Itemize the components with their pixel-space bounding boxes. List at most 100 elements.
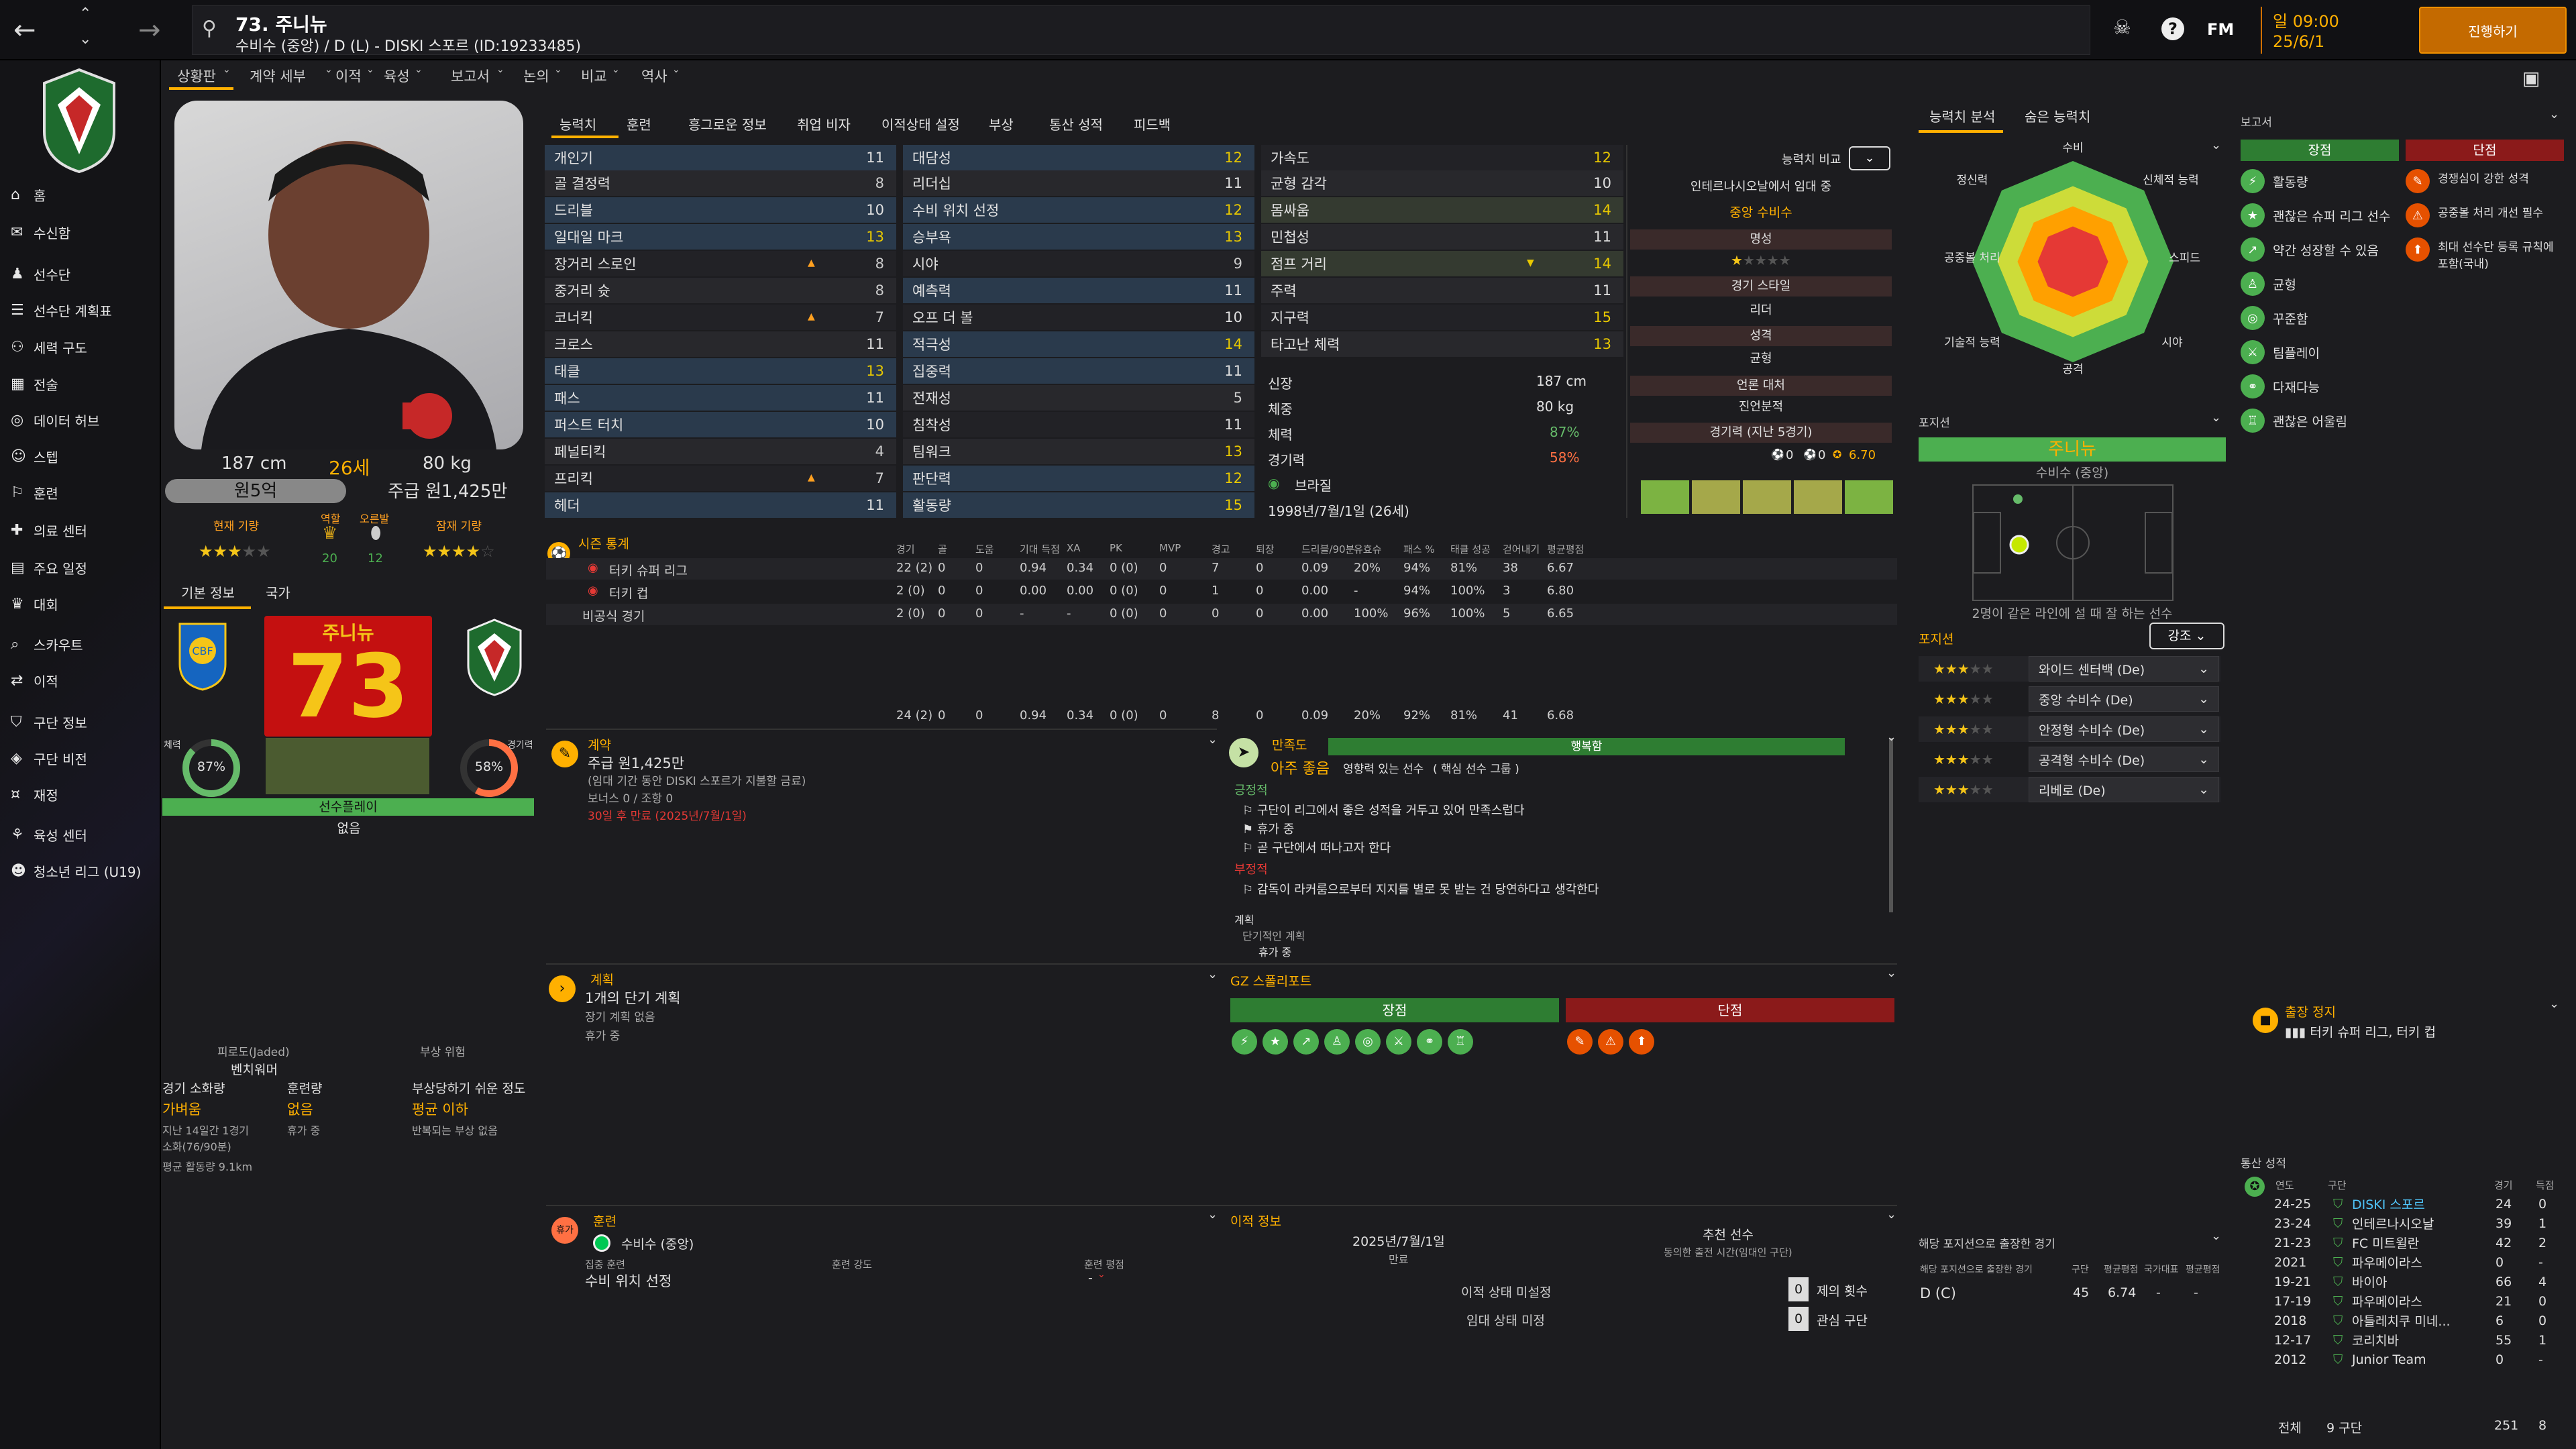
history-row[interactable]: 12-17 ⛉ 코리치바 55 1 — [2241, 1330, 2556, 1350]
sidebar-item-18[interactable]: ☻ 청소년 리그 (U19) — [0, 854, 160, 888]
sidebar-item-17[interactable]: ⚘ 육성 센터 — [0, 818, 160, 851]
subnav-0[interactable]: 상황판 — [177, 68, 216, 85]
subnav-4[interactable]: 보고서 — [451, 68, 490, 85]
sidebar-item-10[interactable]: ▤ 주요 일정 — [0, 551, 160, 584]
main-tab-0[interactable]: 능력치 — [559, 117, 597, 133]
attr-row[interactable]: 팀워크 13 — [903, 439, 1254, 464]
history-row[interactable]: 23-24 ⛉ 인테르나시오날 39 1 — [2241, 1214, 2556, 1233]
attr-row[interactable]: 리더십 11 — [903, 170, 1254, 196]
season-row[interactable] — [546, 558, 1897, 580]
continue-button[interactable]: 진행하기 — [2419, 7, 2567, 54]
attr-row[interactable]: 침착성 11 — [903, 412, 1254, 437]
subnav-2[interactable]: 이적 — [335, 68, 362, 85]
season-row[interactable] — [546, 604, 1897, 625]
attr-row[interactable]: 판단력 12 — [903, 466, 1254, 491]
forward-arrow-icon[interactable]: → — [138, 15, 161, 46]
attr-row[interactable]: 오프 더 볼 10 — [903, 305, 1254, 330]
attr-row[interactable]: 중거리 슛 8 — [545, 278, 896, 303]
sidebar-item-14[interactable]: ⛉ 구단 정보 — [0, 705, 160, 739]
history-row[interactable]: 17-19 ⛉ 파우메이라스 21 0 — [2241, 1291, 2556, 1311]
role-select[interactable]: 안정형 수비수 (De) ⌄ — [2029, 716, 2219, 742]
date-time[interactable]: 일 09:00 — [2273, 12, 2339, 31]
attr-row[interactable]: 개인기 11 — [545, 145, 896, 170]
club-badge[interactable] — [39, 67, 119, 174]
sidebar-item-8[interactable]: ⚐ 훈련 — [0, 476, 160, 509]
compare-dropdown[interactable]: ⌄ — [1849, 146, 1890, 170]
attr-row[interactable]: 프리킥 7 — [545, 466, 896, 491]
sidebar-item-6[interactable]: ◎ 데이터 허브 — [0, 403, 160, 437]
roles-button[interactable]: 강조 ⌄ — [2149, 623, 2224, 649]
suspension-chevron-icon[interactable]: ⌄ — [2549, 997, 2560, 1011]
subnav-7[interactable]: 역사 — [641, 68, 667, 85]
history-row[interactable]: 2012 ⛉ Junior Team 0 - — [2241, 1350, 2556, 1369]
attr-row[interactable]: 가속도 12 — [1261, 145, 1623, 170]
sidebar-item-9[interactable]: ✚ 의료 센터 — [0, 513, 160, 547]
position-chevron-icon[interactable]: ⌄ — [2211, 411, 2222, 425]
happiness-scrollbar[interactable] — [1889, 738, 1893, 912]
attr-row[interactable]: 적극성 14 — [903, 331, 1254, 357]
attr-row[interactable]: 패스 11 — [545, 385, 896, 411]
attr-row[interactable]: 점프 거리 14 — [1261, 251, 1623, 276]
gz-title[interactable]: GZ 스폴리포트 — [1230, 974, 1312, 989]
main-tab-1[interactable]: 훈련 — [627, 117, 651, 133]
attr-row[interactable]: 승부욕 13 — [903, 224, 1254, 250]
gz-chevron-icon[interactable]: ⌄ — [1886, 966, 1897, 980]
radar-tab-1[interactable]: 능력치 분석 — [1929, 109, 1996, 125]
attr-row[interactable]: 주력 11 — [1261, 278, 1623, 303]
plans-chevron-icon[interactable]: ⌄ — [1208, 967, 1218, 981]
subnav-6[interactable]: 비교 — [581, 68, 607, 85]
played-chevron-icon[interactable]: ⌄ — [2211, 1229, 2222, 1243]
attr-row[interactable]: 전재성 5 — [903, 385, 1254, 411]
attr-row[interactable]: 수비 위치 선정 12 — [903, 197, 1254, 223]
history-row[interactable]: 24-25 ⛉ DISKI 스포르 24 0 — [2241, 1194, 2556, 1214]
main-tab-6[interactable]: 통산 성적 — [1049, 117, 1103, 133]
sidebar-item-15[interactable]: ◈ 구단 비전 — [0, 741, 160, 775]
attr-row[interactable]: 민첩성 11 — [1261, 224, 1623, 250]
attr-row[interactable]: 활동량 15 — [903, 492, 1254, 518]
season-row[interactable] — [546, 581, 1897, 602]
main-tab-7[interactable]: 피드백 — [1134, 117, 1171, 133]
attr-row[interactable]: 지구력 15 — [1261, 305, 1623, 330]
radar-chevron-icon[interactable]: ⌄ — [2211, 138, 2222, 152]
main-tab-3[interactable]: 취업 비자 — [797, 117, 851, 133]
role-select[interactable]: 리베로 (De) ⌄ — [2029, 777, 2219, 802]
happiness-title[interactable]: 만족도 — [1272, 738, 1307, 753]
role-select[interactable]: 중앙 수비수 (De) ⌄ — [2029, 686, 2219, 712]
happiness-chevron-icon[interactable]: ⌄ — [1886, 730, 1897, 744]
fm-logo[interactable]: FM — [2207, 20, 2235, 39]
help-icon[interactable]: ? — [2161, 17, 2184, 40]
attr-row[interactable]: 페널티킥 4 — [545, 439, 896, 464]
role-select[interactable]: 와이드 센터백 (De) ⌄ — [2029, 656, 2219, 682]
attr-row[interactable]: 몸싸움 14 — [1261, 197, 1623, 223]
attr-row[interactable]: 크로스 11 — [545, 331, 896, 357]
attr-row[interactable]: 일대일 마크 13 — [545, 224, 896, 250]
date-day[interactable]: 25/6/1 — [2273, 32, 2325, 51]
transfer-chevron-icon[interactable]: ⌄ — [1886, 1208, 1897, 1222]
plans-title[interactable]: 계획 — [590, 973, 614, 987]
sidebar-item-3[interactable]: ☰ 선수단 계획표 — [0, 293, 160, 327]
attr-row[interactable]: 대담성 12 — [903, 145, 1254, 170]
attr-row[interactable]: 드리블 10 — [545, 197, 896, 223]
sidebar-item-16[interactable]: ¤ 재정 — [0, 777, 160, 811]
sidebar-item-7[interactable]: ☺ 스텝 — [0, 439, 160, 473]
profile-tab-nation[interactable]: 국가 — [266, 585, 290, 601]
down-arrow-icon[interactable]: ⌄ — [79, 31, 92, 48]
attr-row[interactable]: 헤더 11 — [545, 492, 896, 518]
season-title[interactable]: 시즌 통계 — [578, 537, 629, 551]
sidebar-item-11[interactable]: ♛ 대회 — [0, 587, 160, 621]
sidebar-item-1[interactable]: ✉ 수신함 — [0, 215, 160, 249]
attr-row[interactable]: 시야 9 — [903, 251, 1254, 276]
training-chevron-icon[interactable]: ⌄ — [1208, 1208, 1218, 1222]
sidebar-item-0[interactable]: ⌂ 홈 — [0, 178, 160, 211]
history-row[interactable]: 2021 ⛉ 파우메이라스 0 - — [2241, 1252, 2556, 1272]
attr-row[interactable]: 타고난 체력 13 — [1261, 331, 1623, 357]
transfer-title[interactable]: 이적 정보 — [1230, 1214, 1281, 1229]
skull-icon[interactable]: ☠ — [2113, 16, 2131, 40]
sidebar-item-2[interactable]: ♟ 선수단 — [0, 257, 160, 290]
attr-row[interactable]: 장거리 스로인 8 — [545, 251, 896, 276]
main-tab-2[interactable]: 흥그로운 정보 — [688, 117, 767, 133]
subnav-1[interactable]: 계약 세부 — [250, 68, 306, 85]
attr-row[interactable]: 예측력 11 — [903, 278, 1254, 303]
subnav-3[interactable]: 육성 — [384, 68, 410, 85]
history-row[interactable]: 2018 ⛉ 아틀레치쿠 미네... 6 0 — [2241, 1311, 2556, 1330]
